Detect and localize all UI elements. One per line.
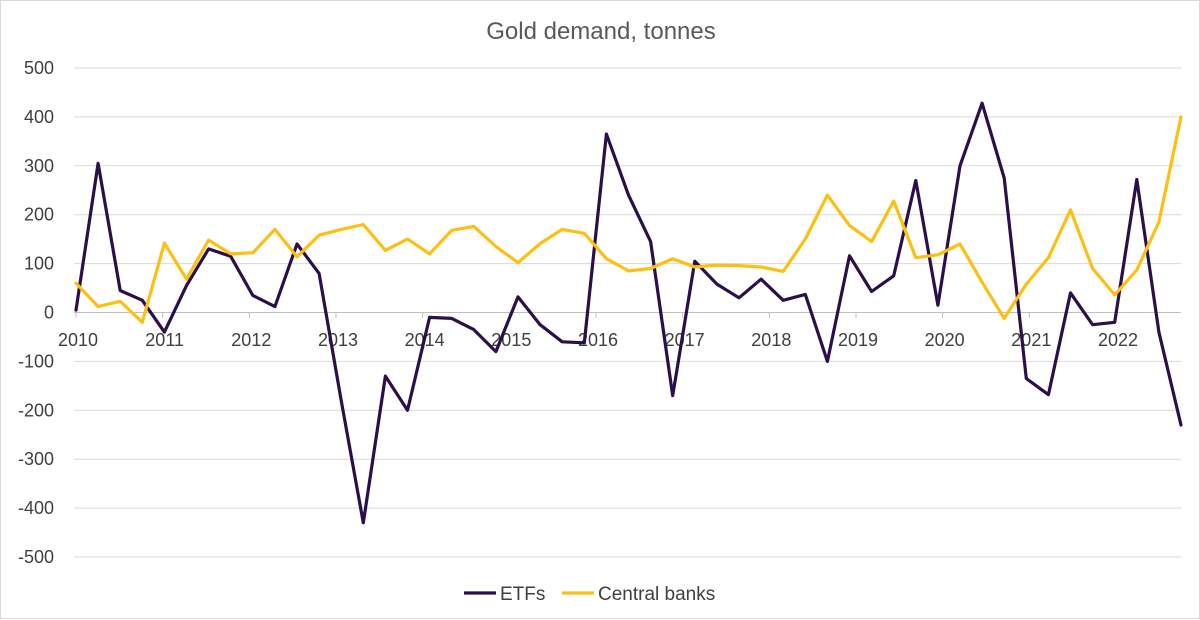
series-lines <box>74 101 1183 525</box>
y-tick-label: 0 <box>44 303 54 323</box>
y-tick-label: 200 <box>24 205 54 225</box>
x-tick-label: 2010 <box>58 330 98 350</box>
y-tick-label: 500 <box>24 58 54 78</box>
x-tick-label: 2020 <box>925 330 965 350</box>
legend[interactable]: ETFs Central banks <box>464 584 715 605</box>
y-tick-label: -100 <box>18 351 54 371</box>
x-tick-label: 2022 <box>1098 330 1138 350</box>
x-tick-label: 2011 <box>145 330 184 350</box>
y-tick-label: -500 <box>18 547 54 567</box>
chart-title: Gold demand, tonnes <box>486 18 716 45</box>
x-tick-label: 2019 <box>838 330 878 350</box>
series-line-central-banks <box>74 115 1183 324</box>
x-tick-label: 2021 <box>1011 330 1051 350</box>
x-tick-label: 2018 <box>751 330 791 350</box>
y-tick-label: 300 <box>24 156 54 176</box>
y-tick-label: -400 <box>18 498 54 518</box>
x-axis-ticks: 2010 2011 2012 2013 2014 2015 2016 2017 2018 2019… <box>58 312 1138 350</box>
x-tick-label: 2012 <box>231 330 271 350</box>
y-axis-ticks: 500 400 300 200 100 0 -100 -200 -300 -400 -500 <box>18 58 54 567</box>
x-tick-label: 2016 <box>578 330 618 350</box>
x-tick-label: 2017 <box>665 330 705 350</box>
gridlines <box>74 67 1181 558</box>
y-tick-label: -300 <box>18 449 54 469</box>
y-tick-label: 400 <box>24 107 54 127</box>
y-tick-label: -200 <box>18 400 54 420</box>
legend-label-central-banks: Central banks <box>598 584 715 605</box>
series-line-etfs <box>74 101 1183 525</box>
x-tick-label: 2013 <box>318 330 358 350</box>
y-tick-label: 100 <box>24 254 54 274</box>
legend-label-etfs: ETFs <box>500 584 545 605</box>
